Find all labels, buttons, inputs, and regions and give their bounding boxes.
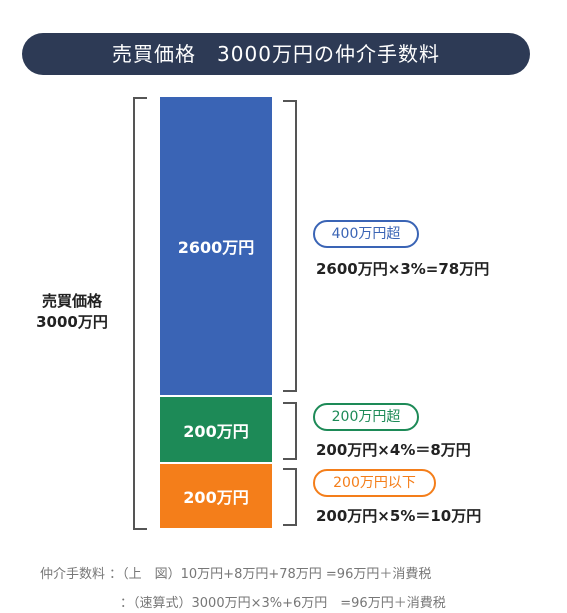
bracket	[133, 97, 147, 530]
bracket	[283, 100, 297, 392]
tier-pill: 200万円以下	[313, 469, 436, 497]
footer-line: 仲介手数料 ：（上 図）10万円+8万円+78万円 =96万円＋消費税	[40, 567, 432, 582]
formula: 2600万円×3%=78万円	[316, 260, 490, 278]
total-label-line: 売買価格	[41, 292, 102, 310]
formula: 200万円×5%＝10万円	[316, 507, 482, 525]
total-label-line: 3000万円	[36, 313, 108, 331]
total-label: 売買価格 3000万円	[22, 290, 122, 332]
bracket	[283, 468, 297, 526]
segment: 200万円	[160, 397, 272, 462]
bracket	[283, 402, 297, 460]
footer-line: ：（速算式）3000万円×3%+6万円 =96万円＋消費税	[120, 596, 446, 611]
formula: 200万円×4%＝8万円	[316, 441, 471, 459]
segment: 2600万円	[160, 97, 272, 395]
tier-pill: 400万円超	[313, 220, 419, 248]
title: 売買価格 3000万円の仲介手数料	[22, 33, 530, 75]
segment: 200万円	[160, 464, 272, 528]
tier-pill: 200万円超	[313, 403, 419, 431]
